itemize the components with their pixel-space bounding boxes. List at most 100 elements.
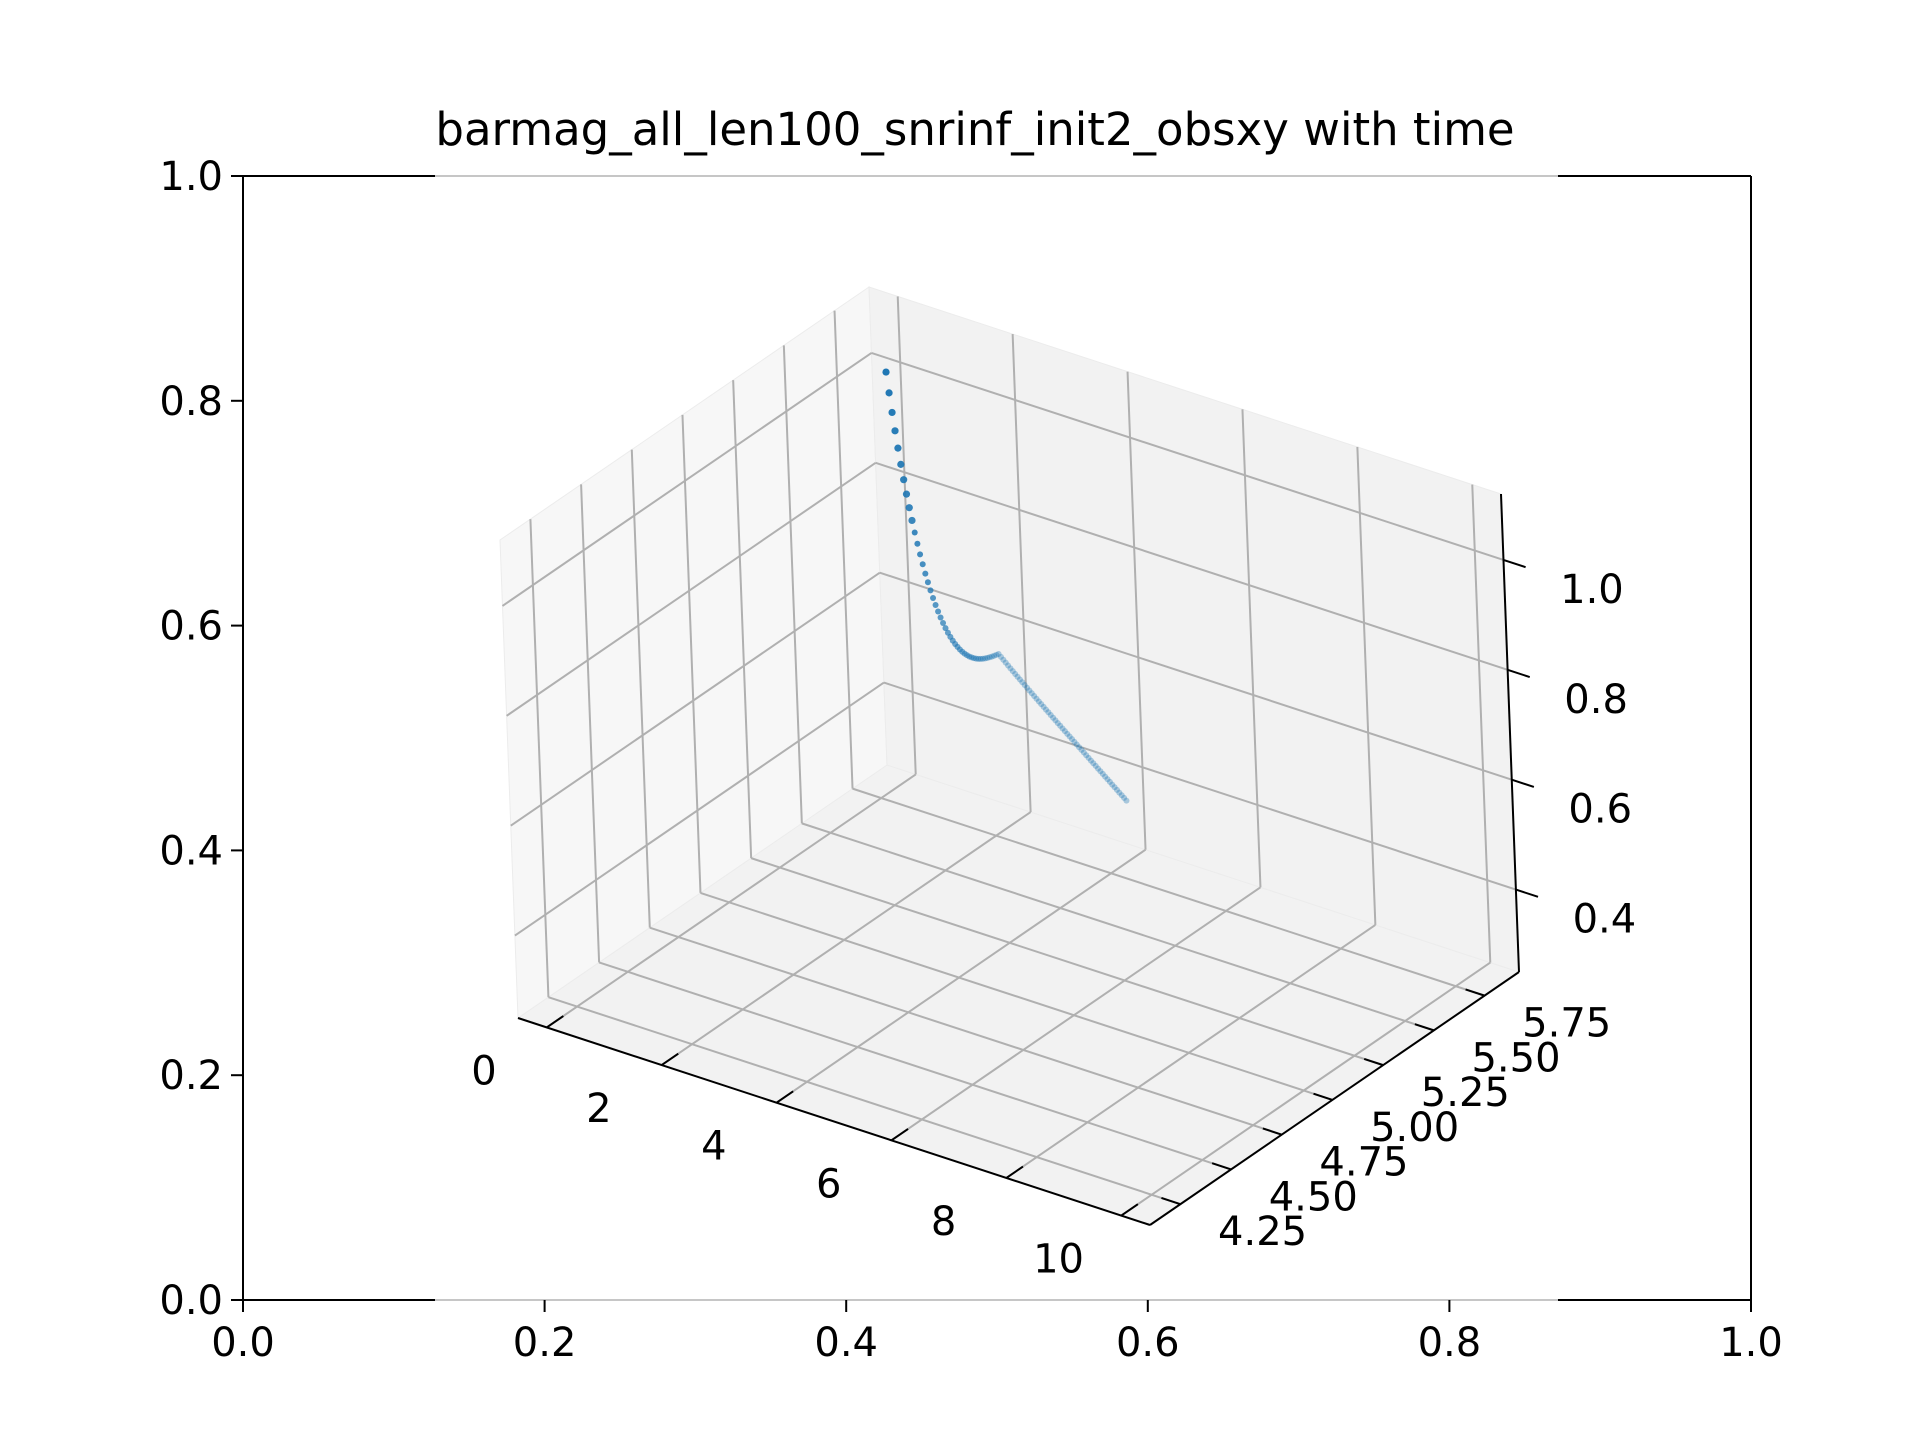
data-point (997, 653, 1004, 660)
data-point (1054, 720, 1061, 727)
grid-y-floor (548, 996, 1181, 1206)
grid-y-floor (700, 891, 1333, 1101)
x-tick-label: 10 (1033, 1237, 1084, 1283)
grid-x-floor (546, 773, 917, 1029)
y-tick-label: 5.25 (1421, 1070, 1510, 1116)
grid-z-left (506, 461, 877, 717)
outer-y-tick-label: 0.6 (159, 604, 223, 650)
grid-x-back (1011, 334, 1032, 813)
grid-y-left (681, 414, 702, 893)
grid-z-back (879, 571, 1513, 781)
grid-y-floor (598, 961, 1232, 1171)
z-axis-line (1500, 493, 1520, 973)
data-point (979, 655, 986, 662)
data-point (1087, 757, 1094, 764)
data-point (1019, 679, 1026, 686)
data-point (1033, 695, 1040, 702)
data-point (1111, 784, 1118, 791)
y-tick-label: 5.75 (1522, 1001, 1611, 1047)
outer-x-tick-label: 0.2 (513, 1320, 577, 1366)
data-point (1069, 736, 1076, 743)
data-point (1014, 673, 1021, 680)
grid-y-left (782, 345, 803, 824)
data-point (982, 655, 989, 662)
data-point (937, 614, 944, 621)
data-point (897, 460, 905, 468)
outer-x-tick-label: 1.0 (1719, 1320, 1783, 1366)
grid-y-floor (649, 926, 1283, 1136)
data-point (1078, 746, 1085, 753)
y-tick (1363, 1057, 1384, 1067)
outer-y-tick-label: 0.2 (159, 1053, 223, 1099)
data-point (914, 540, 921, 547)
y-tick (1313, 1092, 1333, 1101)
data-point (911, 529, 918, 536)
grid-x-back (1241, 409, 1262, 888)
data-point (1076, 744, 1083, 751)
data-point (1073, 741, 1080, 748)
x-tick-label: 8 (931, 1199, 956, 1245)
x-tick (1005, 1165, 1024, 1179)
grid-x-back (1126, 371, 1147, 850)
data-point (1116, 789, 1123, 796)
data-series (882, 368, 1130, 804)
data-point (1099, 770, 1106, 777)
data-point (1092, 762, 1099, 769)
data-point (1047, 711, 1054, 718)
grid-y-left (529, 519, 550, 998)
data-point (900, 476, 908, 484)
data-point (902, 490, 911, 498)
data-point (1083, 752, 1090, 759)
x-tick-label: 4 (701, 1124, 726, 1170)
outer-y-tick-label: 0.4 (159, 828, 223, 874)
grid-y-left (732, 380, 753, 859)
data-point (1064, 730, 1071, 737)
grid-x-floor (1120, 961, 1491, 1217)
y-tick (1414, 1023, 1435, 1032)
y-tick (1262, 1127, 1283, 1136)
outer-x-tick-label: 0.6 (1116, 1320, 1180, 1366)
data-point (1118, 792, 1125, 799)
grid-y-floor (801, 822, 1435, 1032)
data-point (1016, 676, 1023, 683)
outer-y-tick-label: 0.0 (159, 1278, 223, 1324)
grid-z-left (510, 571, 881, 827)
data-point (1109, 781, 1116, 788)
data-point (973, 655, 980, 662)
data-point (1028, 690, 1035, 697)
data-point (924, 579, 931, 586)
data-point (905, 504, 913, 512)
data-point (1121, 794, 1128, 801)
grid-y-floor (750, 857, 1384, 1067)
x-tick-label: 6 (816, 1161, 841, 1207)
data-point (1040, 703, 1047, 710)
3d-panes (499, 286, 1521, 1226)
data-point (1038, 701, 1045, 708)
data-point (1024, 684, 1031, 691)
data-point (932, 602, 939, 609)
data-point (1031, 693, 1038, 700)
data-point (1102, 773, 1109, 780)
data-point (942, 625, 949, 632)
data-point (1061, 728, 1068, 735)
data-point (984, 654, 991, 661)
data-point (977, 655, 984, 662)
3d-axes: 0 2 4 6 8 10 4.254.504.755.005.255.505.75 0.4 0.… (471, 493, 1636, 1283)
z-tick (1511, 778, 1535, 788)
data-point (1042, 706, 1049, 713)
data-point (1002, 659, 1009, 666)
data-point (1085, 754, 1092, 761)
data-point (919, 561, 926, 568)
data-point (1059, 725, 1066, 732)
data-point (922, 570, 929, 577)
data-point (1113, 786, 1120, 793)
outer-y-tick-label: 0.8 (159, 379, 223, 425)
data-point (995, 651, 1002, 658)
grid-y-floor (852, 787, 1485, 997)
grid-z-back (871, 351, 1504, 561)
grid-x-back (896, 296, 917, 775)
grid-y-left (833, 310, 854, 789)
data-point (1045, 709, 1052, 716)
data-point (991, 652, 998, 659)
